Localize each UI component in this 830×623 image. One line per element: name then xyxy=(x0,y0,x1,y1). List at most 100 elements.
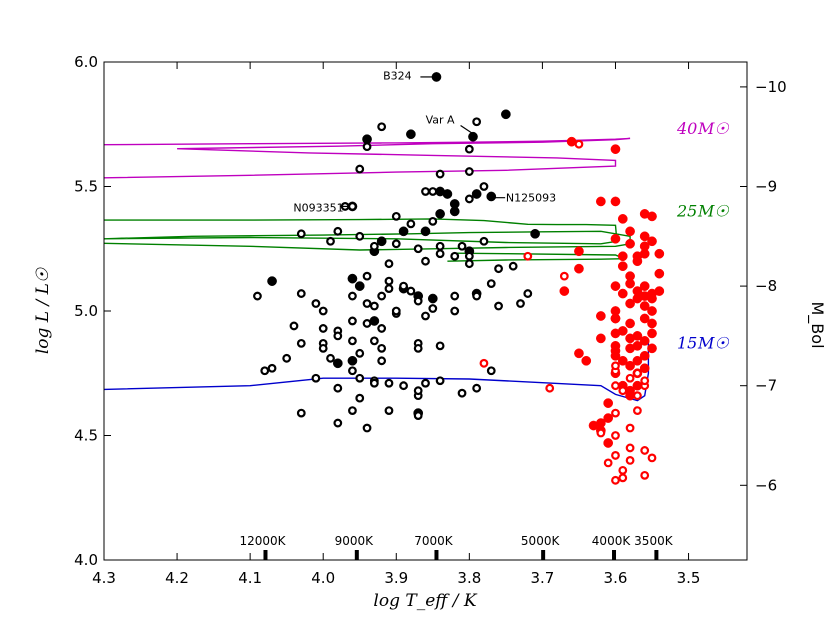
point-1-3 xyxy=(464,144,474,154)
point-1-45 xyxy=(428,304,438,313)
point-2-73 xyxy=(596,333,606,344)
point-0-28 xyxy=(347,355,358,366)
point-1-15 xyxy=(428,216,438,226)
point-2-53 xyxy=(625,360,635,371)
point-1-33 xyxy=(464,259,474,269)
point-1-23 xyxy=(435,241,445,251)
point-3-13 xyxy=(647,453,657,463)
point-3-12 xyxy=(625,456,635,465)
point-3-11 xyxy=(611,451,620,460)
point-2-6 xyxy=(647,211,657,222)
point-1-30 xyxy=(508,261,518,271)
point-1-98 xyxy=(362,423,372,433)
point-2-7 xyxy=(625,226,635,237)
point-2-23 xyxy=(559,286,570,296)
point-0-19 xyxy=(267,276,277,286)
point-1-81 xyxy=(369,378,379,388)
point-1-76 xyxy=(435,376,445,386)
temp-marker-4 xyxy=(612,550,617,560)
y-tick-label-0: 4.0 xyxy=(74,551,98,569)
point-2-63 xyxy=(603,413,614,423)
track-label-2: 15 xyxy=(677,333,697,352)
point-2-30 xyxy=(647,293,657,304)
temp-label-5: 3500K xyxy=(634,534,674,548)
x-tick-label-0: 4.3 xyxy=(92,569,116,587)
point-0-18 xyxy=(530,228,540,239)
point-3-27 xyxy=(611,408,620,418)
track-label-unit-0: M☉ xyxy=(697,119,729,138)
point-1-86 xyxy=(435,341,445,351)
point-1-20 xyxy=(369,241,379,251)
point-1-29 xyxy=(494,264,503,274)
point-3-14 xyxy=(603,458,613,468)
point-2-12 xyxy=(617,251,628,262)
track-label-1: 25 xyxy=(676,201,697,220)
point-2-42 xyxy=(647,318,657,329)
point-2-41 xyxy=(625,318,635,329)
right-y-axis-label: M_Bol xyxy=(807,301,827,348)
x-axis-label: log T_eff / K xyxy=(373,591,477,611)
point-1-0 xyxy=(472,117,482,127)
point-1-43 xyxy=(391,306,401,316)
track-line-3 xyxy=(103,340,650,402)
point-1-12 xyxy=(348,202,357,211)
point-1-101 xyxy=(355,393,365,403)
point-1-90 xyxy=(494,301,503,311)
point-0-13 xyxy=(420,226,431,237)
point-2-45 xyxy=(639,336,650,346)
annotation-label-1: Var A xyxy=(426,113,455,126)
point-1-57 xyxy=(348,336,357,346)
point-1-84 xyxy=(413,386,423,396)
mbol-tick-label-0: −6 xyxy=(755,476,777,494)
point-1-21 xyxy=(391,239,401,249)
point-2-50 xyxy=(610,350,621,361)
temp-marker-2 xyxy=(434,550,439,560)
point-2-74 xyxy=(632,341,643,351)
point-1-72 xyxy=(355,373,365,383)
point-2-47 xyxy=(647,343,657,354)
point-3-8 xyxy=(611,431,620,440)
point-0-12 xyxy=(435,209,445,219)
point-2-10 xyxy=(610,233,621,244)
annotation-label-3: N093351 xyxy=(293,202,343,215)
point-1-99 xyxy=(333,418,343,428)
point-0-17 xyxy=(398,226,409,237)
point-3-16 xyxy=(618,473,628,483)
annotation-label-0: B324 xyxy=(383,70,412,83)
x-tick-label-6: 3.7 xyxy=(530,569,554,587)
point-1-48 xyxy=(296,289,306,298)
point-0-11 xyxy=(442,189,453,199)
point-1-40 xyxy=(348,291,357,301)
point-1-39 xyxy=(377,291,387,301)
point-0-20 xyxy=(347,273,358,284)
point-3-25 xyxy=(640,376,650,386)
point-0-10 xyxy=(449,199,460,209)
point-1-19 xyxy=(296,229,306,239)
point-1-78 xyxy=(472,383,482,393)
y-axis-label: log L / L☉ xyxy=(33,267,53,354)
mbol-tick-label-4: −10 xyxy=(755,78,787,96)
annotation-pointer-1 xyxy=(460,124,475,136)
point-2-54 xyxy=(639,363,650,374)
point-1-28 xyxy=(457,241,467,251)
data-points xyxy=(253,72,665,485)
point-2-49 xyxy=(639,350,650,361)
point-1-95 xyxy=(523,289,533,298)
point-3-0 xyxy=(574,139,584,149)
track-label-unit-1: M☉ xyxy=(697,201,729,220)
temp-marker-5 xyxy=(654,550,659,560)
point-1-25 xyxy=(450,251,460,261)
point-2-25 xyxy=(625,278,635,289)
point-1-34 xyxy=(362,271,372,281)
point-0-5 xyxy=(471,189,482,199)
point-1-64 xyxy=(318,343,328,353)
point-2-33 xyxy=(654,286,665,296)
point-1-61 xyxy=(289,321,299,331)
mbol-tick-label-2: −8 xyxy=(755,277,777,295)
point-3-22 xyxy=(618,386,628,396)
point-1-54 xyxy=(318,324,328,333)
point-1-92 xyxy=(486,279,496,289)
point-1-6 xyxy=(355,164,365,174)
point-2-4 xyxy=(617,214,628,224)
y-tick-label-3: 5.5 xyxy=(74,178,98,196)
